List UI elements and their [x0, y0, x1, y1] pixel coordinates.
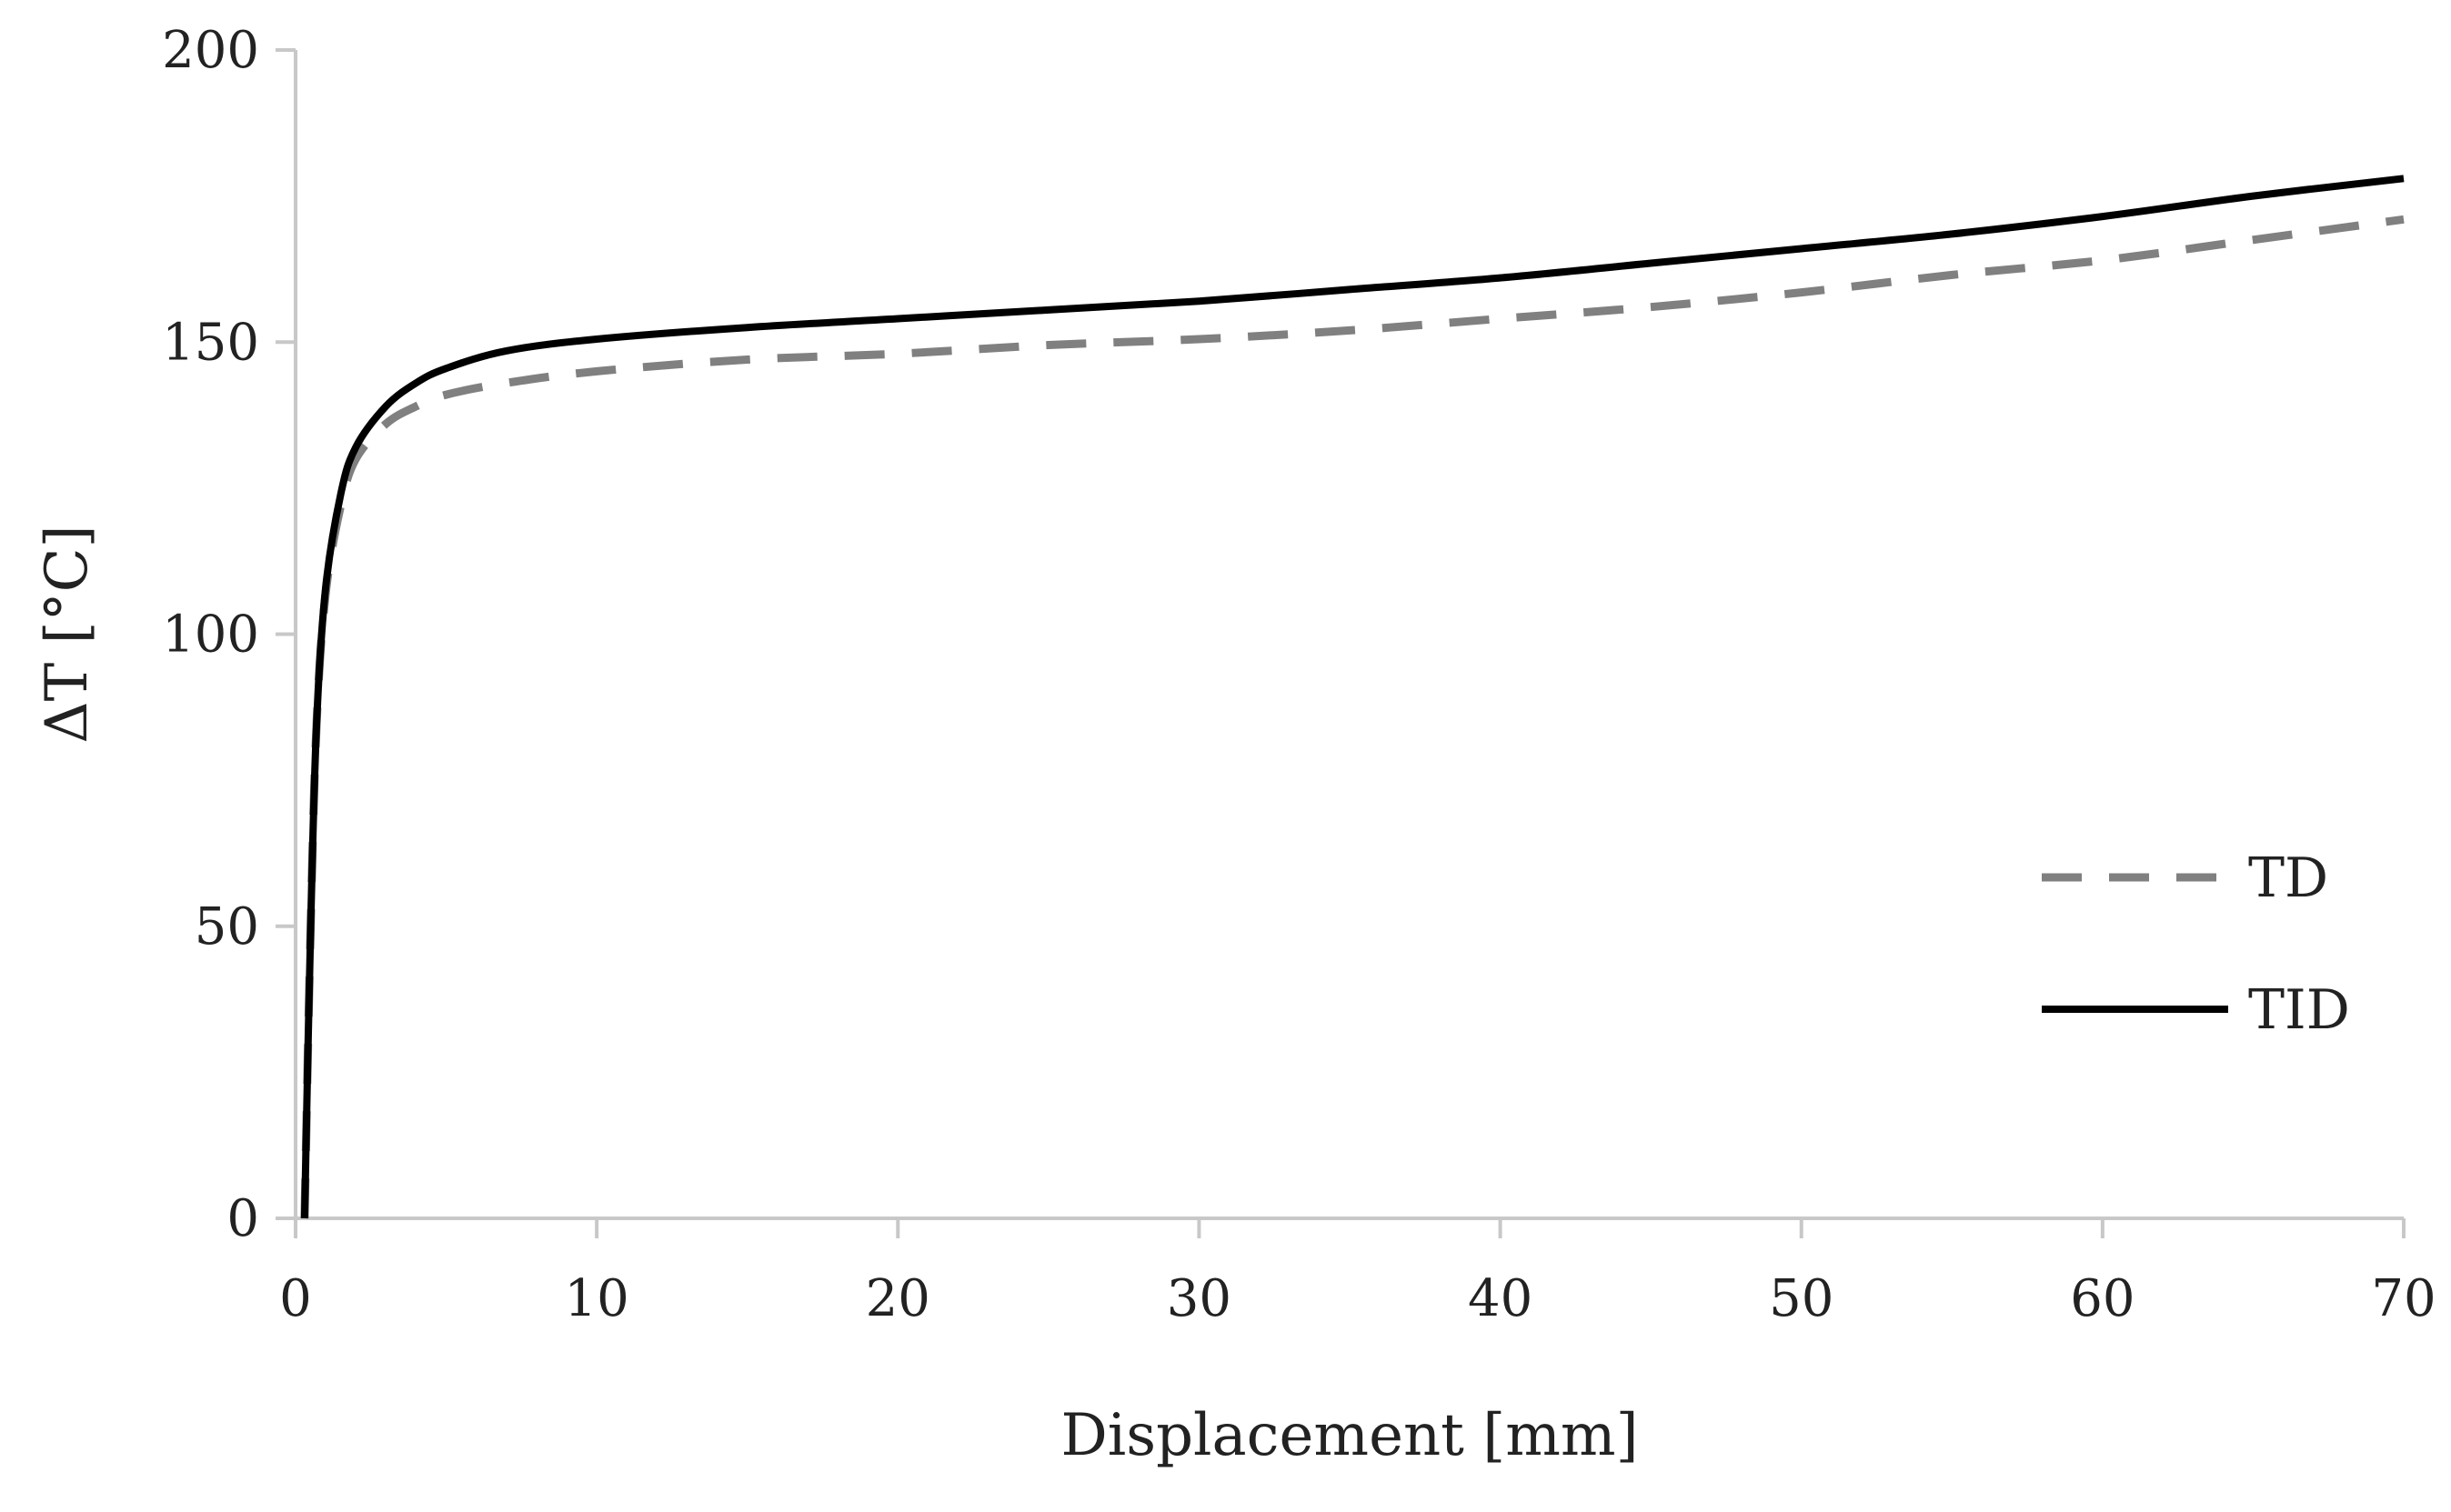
x-tick-label: 70	[2371, 1269, 2436, 1328]
y-tick-label: 100	[162, 606, 259, 665]
x-tick-label: 0	[279, 1269, 312, 1328]
y-tick-label: 50	[195, 897, 259, 956]
series-layer	[300, 175, 2405, 1219]
x-tick-label: 10	[565, 1269, 629, 1328]
y-tick-label: 200	[162, 21, 259, 80]
x-tick-label: 50	[1769, 1269, 1833, 1328]
x-tick-label: 40	[1468, 1269, 1532, 1328]
y-tick-label: 150	[162, 313, 259, 372]
y-ticks: 0 50 100 150 200	[162, 21, 296, 1248]
axes	[294, 50, 2404, 1220]
x-tick-label: 60	[2070, 1269, 2135, 1328]
series-line-tid	[300, 175, 2405, 1219]
x-axis-title: Displacement [mm]	[1060, 1402, 1638, 1469]
series-line-td	[300, 215, 2405, 1219]
x-tick-label: 20	[866, 1269, 930, 1328]
legend-label-tid: TID	[2248, 978, 2350, 1042]
x-ticks: 0 10 20 30 40 50 60 70	[279, 1218, 2436, 1328]
legend: TD TID	[2042, 846, 2350, 1042]
x-tick-label: 30	[1167, 1269, 1231, 1328]
y-tick-label: 0	[226, 1189, 259, 1248]
legend-label-td: TD	[2248, 846, 2328, 910]
y-axis-title: ΔT [°C]	[34, 525, 101, 743]
